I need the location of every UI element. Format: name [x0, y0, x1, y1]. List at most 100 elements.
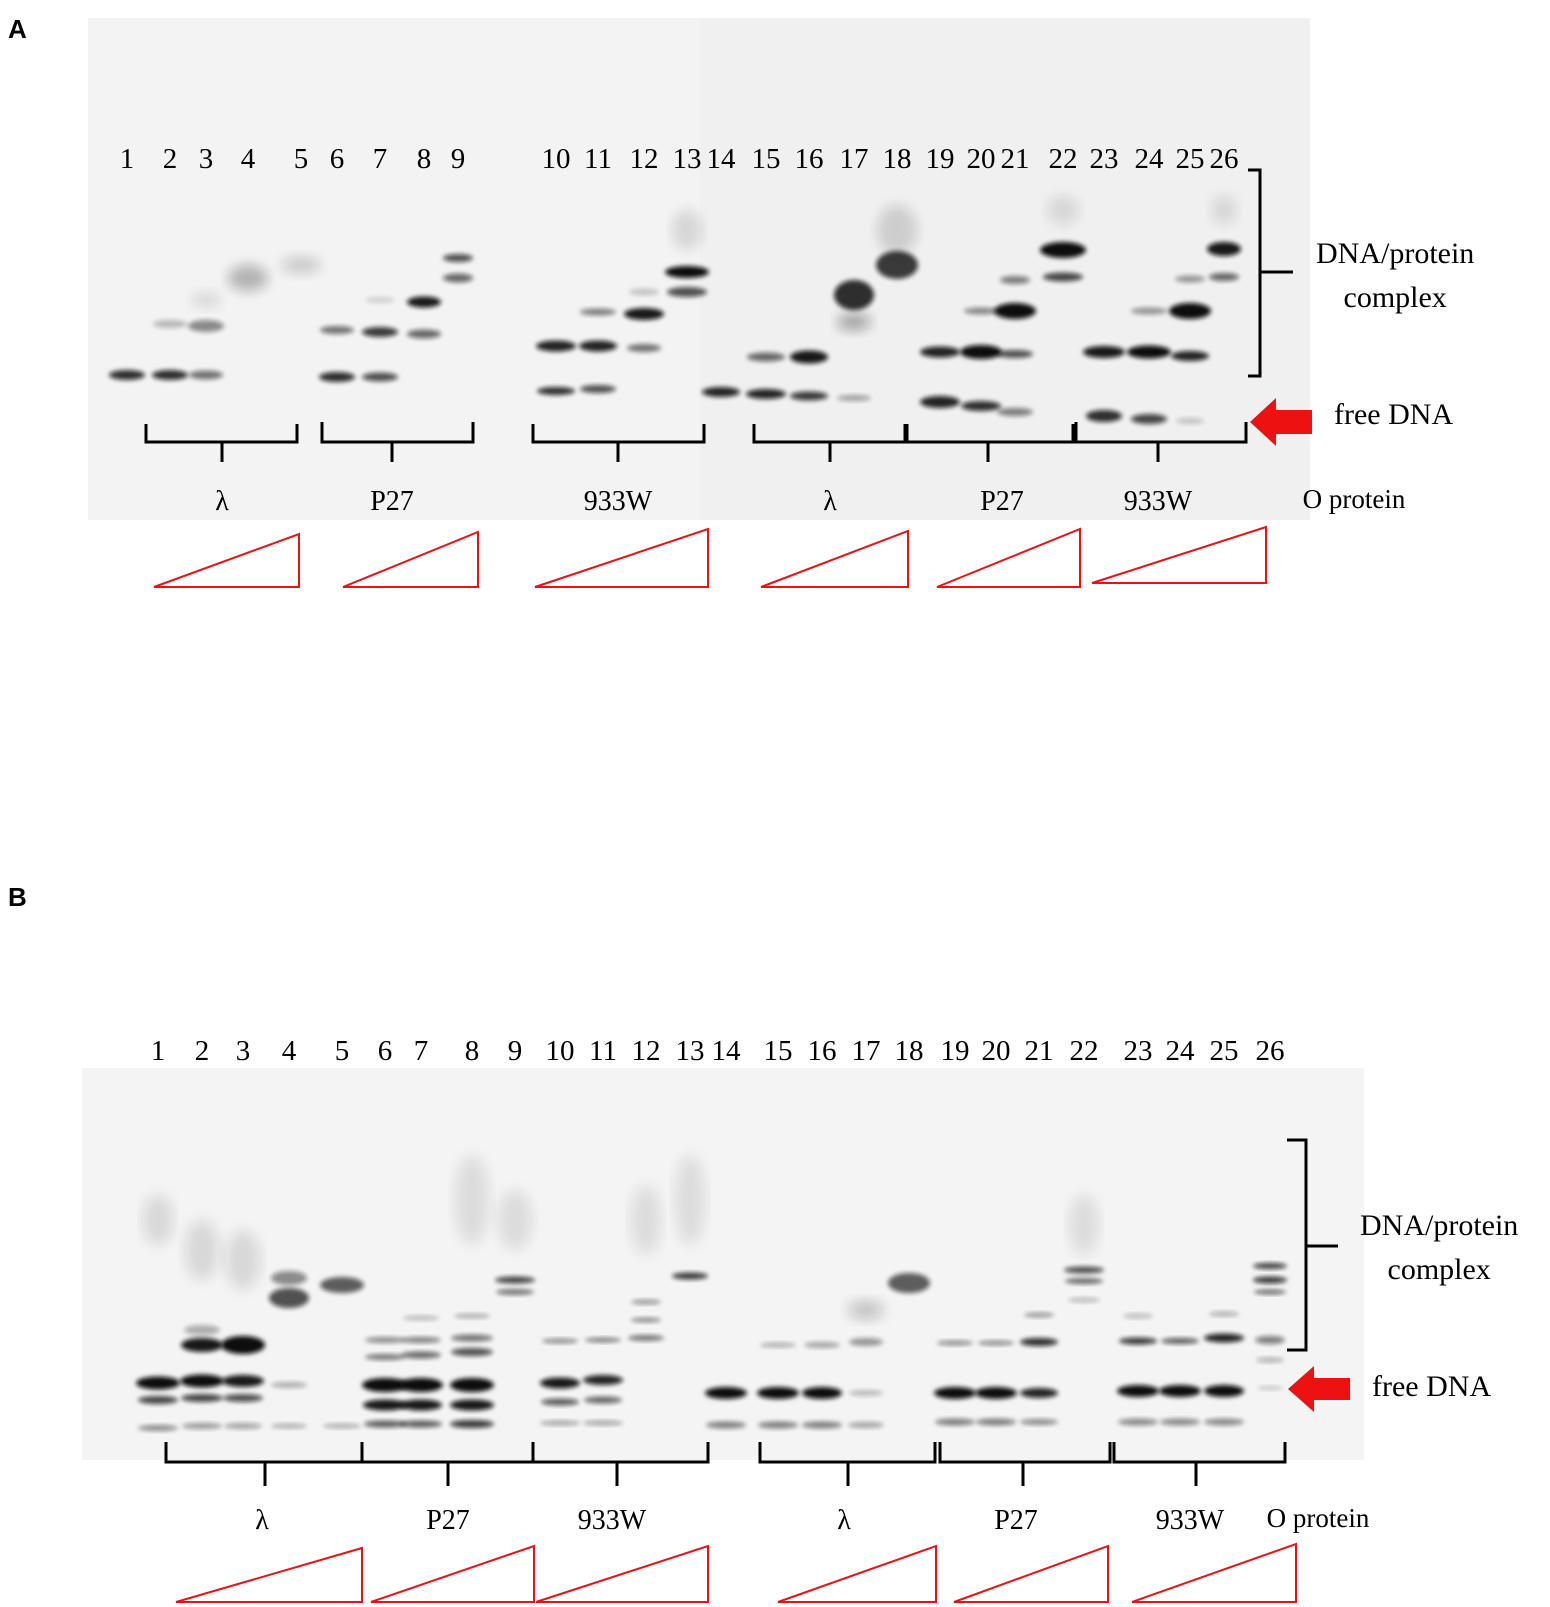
panel-letter-a: A [8, 14, 27, 44]
group-label: 933W [577, 1505, 647, 1536]
gel-band [536, 340, 576, 352]
gel-band [364, 1420, 406, 1428]
gel-band [976, 1418, 1016, 1426]
lane-number: 3 [198, 143, 214, 175]
gel-band [1068, 1297, 1100, 1303]
gel-band [182, 1423, 222, 1429]
lane-number: 12 [629, 143, 659, 175]
concentration-triangle [153, 532, 300, 588]
concentration-triangle [936, 527, 1081, 588]
concentration-triangle [535, 1544, 709, 1603]
gel-band [631, 1317, 661, 1323]
group-brace [360, 1442, 535, 1486]
lane-number: 10 [545, 1035, 575, 1067]
gel-band [365, 1354, 405, 1360]
gel-band [628, 1335, 664, 1341]
gel-band [1065, 1278, 1103, 1284]
gel-band [281, 257, 321, 273]
lane-number: 8 [416, 143, 432, 175]
group-label: λ [837, 1505, 851, 1536]
gel-band [978, 1340, 1014, 1346]
gel-band [1000, 276, 1030, 284]
protein-label: O protein [1266, 1503, 1370, 1533]
gel-band [964, 307, 998, 315]
gel-band [269, 1288, 309, 1308]
free-dna-arrow [1288, 1366, 1350, 1412]
gel-band [407, 329, 441, 339]
group-brace [144, 424, 299, 462]
gel-band [363, 1399, 407, 1411]
gel-band [583, 1375, 623, 1385]
gel-band [542, 1338, 578, 1344]
gel-band [804, 1342, 840, 1348]
gel-band [790, 350, 828, 364]
lane-number: 21 [1000, 143, 1030, 175]
gel-band [1083, 346, 1125, 358]
gel-band [320, 326, 354, 334]
gel-band [153, 320, 187, 328]
concentration-triangle [370, 1544, 535, 1603]
panel-letter-b: B [8, 882, 27, 912]
gel-band [1127, 345, 1171, 359]
free-dna-label: free DNA [1372, 1370, 1492, 1403]
gel-band [920, 396, 960, 408]
complex-label-line2: complex [1387, 1253, 1491, 1286]
gel-band [961, 401, 1001, 411]
free-dna-arrow [1250, 398, 1312, 446]
gel-band [136, 1376, 180, 1390]
gel-band [222, 1375, 264, 1387]
gel-band [1171, 351, 1209, 361]
gel-band [189, 370, 223, 380]
gel-band [888, 1273, 930, 1293]
gel-band [191, 293, 221, 307]
gel-a-bands [109, 195, 1241, 424]
lane-number: 25 [1175, 143, 1205, 175]
gel-band [407, 296, 441, 308]
lane-number: 15 [763, 1035, 793, 1067]
lane-number: 19 [940, 1035, 970, 1067]
gel-band [401, 1337, 441, 1343]
gel-band [997, 408, 1033, 416]
lane-number: 6 [329, 143, 345, 175]
gel-band [747, 352, 785, 362]
gel-band [1123, 1313, 1153, 1319]
gel-band [319, 372, 355, 382]
gel-band [271, 1271, 307, 1285]
gel-band [365, 1337, 405, 1343]
lane-number: 2 [194, 1035, 210, 1067]
gel-band [228, 265, 268, 291]
gel-band [1069, 1195, 1099, 1255]
gel-band [702, 387, 740, 397]
lane-number: 2 [162, 143, 178, 175]
gel-band [1118, 1418, 1158, 1426]
gel-band [672, 210, 702, 250]
gel-band [631, 1185, 661, 1255]
lane-number: 15 [751, 143, 781, 175]
gel-band [540, 1420, 580, 1426]
lane-number: 26 [1255, 1035, 1285, 1067]
gel-band [152, 370, 188, 380]
group-brace [905, 424, 1075, 462]
gel-band [1086, 410, 1122, 422]
gel-band [1040, 242, 1086, 258]
group-brace [320, 422, 475, 462]
gel-band [362, 1378, 408, 1392]
gel-band [362, 327, 398, 337]
lane-number: 12 [631, 1035, 661, 1067]
gel-band [320, 1277, 364, 1293]
gel-band [399, 1378, 443, 1392]
concentration-triangle [777, 1544, 937, 1603]
group-label: P27 [426, 1505, 470, 1536]
lane-number: 20 [981, 1035, 1011, 1067]
lane-number: 1 [150, 1035, 166, 1067]
concentration-triangles-a [153, 525, 1267, 588]
concentration-triangle [175, 1546, 363, 1603]
gel-band [1043, 272, 1083, 282]
gel-band [624, 308, 664, 320]
lane-number: 4 [240, 143, 256, 175]
gel-band [1160, 1418, 1200, 1426]
gel-band [454, 1313, 490, 1319]
gel-band [705, 1387, 747, 1399]
group-braces-b [164, 1138, 1338, 1486]
gel-band [271, 1423, 307, 1429]
